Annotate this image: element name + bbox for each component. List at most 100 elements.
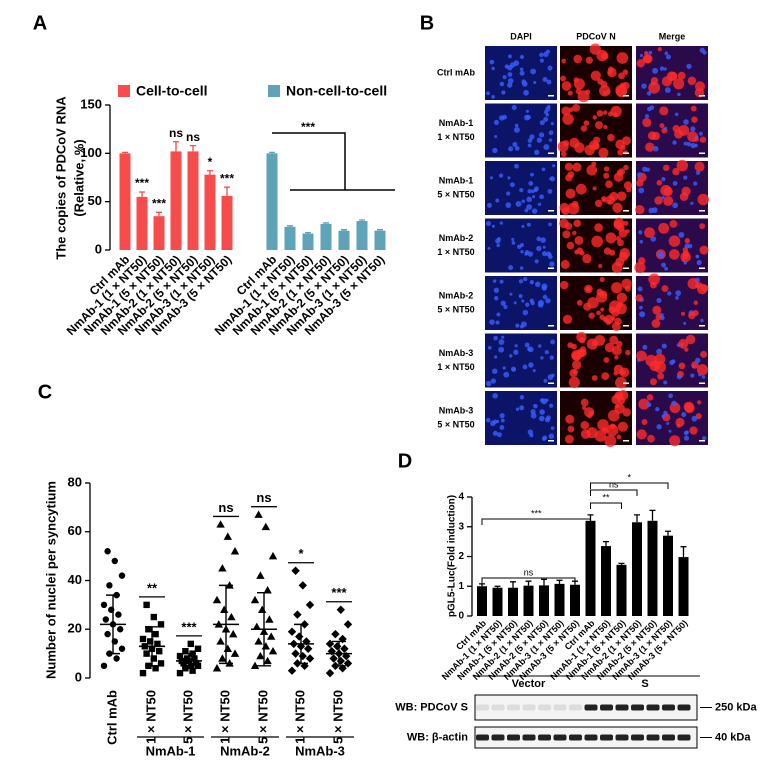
cell-stain — [535, 281, 541, 288]
cell-stain — [580, 398, 589, 407]
cell-stain — [677, 92, 681, 97]
cell-stain — [607, 133, 615, 142]
cell-stain — [544, 417, 551, 423]
bar — [356, 221, 368, 250]
cell-stain — [609, 249, 616, 256]
cell-stain — [672, 202, 679, 209]
cell-stain — [638, 187, 645, 194]
cell-stain — [550, 339, 556, 345]
bar — [136, 196, 148, 250]
cell-stain — [508, 265, 514, 271]
point — [212, 595, 222, 604]
cell-stain — [552, 164, 556, 168]
point — [230, 547, 240, 555]
cell-stain — [490, 378, 497, 384]
point — [267, 632, 276, 640]
point — [291, 649, 300, 658]
cell-stain — [495, 198, 500, 203]
cell-stain — [519, 266, 524, 270]
cell-stain — [518, 279, 524, 284]
y-axis-label: (Relative, %) — [71, 139, 86, 216]
cell-stain — [523, 89, 529, 96]
cell-stain — [616, 434, 622, 440]
cell-stain — [499, 81, 505, 87]
cell-stain — [549, 261, 555, 267]
point — [223, 532, 232, 540]
cell-stain — [677, 71, 686, 80]
cell-stain — [541, 250, 548, 257]
bracket-label: ns — [609, 479, 619, 489]
row-label: NmAb-3 — [439, 405, 474, 415]
cell-stain — [548, 403, 554, 408]
group-label: NmAb-1 — [146, 743, 196, 758]
y-tick-label: 0 — [75, 669, 82, 684]
cell-stain — [565, 414, 575, 424]
cell-stain — [515, 407, 520, 411]
cell-stain — [669, 435, 681, 447]
point — [216, 637, 225, 645]
point — [189, 667, 196, 674]
cell-stain — [494, 135, 498, 139]
cell-stain — [516, 244, 522, 249]
row-label: 5 × NT50 — [437, 304, 474, 314]
y-tick-label: 2 — [458, 551, 464, 562]
cell-stain — [673, 78, 685, 90]
bar — [647, 520, 658, 616]
cell-stain — [533, 403, 538, 409]
cell-stain — [514, 163, 519, 169]
error-bar — [156, 211, 162, 217]
bar — [632, 522, 642, 616]
cell-stain — [635, 205, 645, 215]
cell-stain — [584, 144, 595, 156]
cell-stain — [688, 311, 696, 320]
cell-stain — [607, 409, 620, 422]
point — [147, 638, 154, 645]
cell-stain — [671, 359, 676, 364]
cell-stain — [502, 75, 507, 80]
cell-stain — [576, 348, 585, 358]
cell-stain — [551, 373, 555, 378]
error-bar — [305, 231, 311, 234]
blot-band — [476, 734, 489, 741]
cell-stain — [639, 311, 646, 318]
blot-row-label: WB: β-actin — [407, 731, 468, 743]
cell-stain — [617, 301, 623, 308]
cell-stain — [642, 166, 648, 172]
cell-stain — [694, 143, 698, 148]
cell-stain — [641, 83, 647, 89]
point — [191, 655, 198, 662]
cell-stain — [511, 241, 516, 245]
point — [293, 610, 302, 619]
point — [118, 572, 126, 579]
point — [336, 656, 345, 666]
scale-bar — [699, 95, 705, 97]
point — [139, 635, 147, 643]
cell-stain — [647, 131, 657, 140]
point — [229, 629, 238, 638]
point — [117, 626, 124, 633]
cell-stain — [493, 287, 500, 294]
cell-stain — [527, 347, 531, 352]
x-tick-label: 1 × NT50 — [217, 690, 232, 744]
blot-marker-label: 40 kDa — [715, 731, 751, 743]
y-tick-label: 4 — [458, 492, 464, 503]
cell-stain — [644, 227, 655, 238]
cell-stain — [700, 284, 709, 292]
cell-stain — [636, 350, 647, 362]
x-tick-label: Ctrl mAb — [104, 690, 119, 745]
cell-stain — [663, 380, 668, 385]
cell-stain — [562, 113, 574, 125]
error-bar — [494, 585, 501, 588]
cell-stain — [696, 255, 700, 259]
blot-band — [553, 734, 567, 741]
point — [304, 644, 313, 653]
error-bar — [207, 170, 213, 175]
cell-stain — [519, 54, 525, 60]
cell-stain — [547, 65, 553, 71]
cell-stain — [495, 320, 500, 325]
cell-stain — [543, 144, 550, 151]
cell-stain — [636, 429, 647, 440]
cell-stain — [548, 130, 554, 136]
bar — [663, 535, 673, 616]
cell-stain — [687, 278, 699, 290]
